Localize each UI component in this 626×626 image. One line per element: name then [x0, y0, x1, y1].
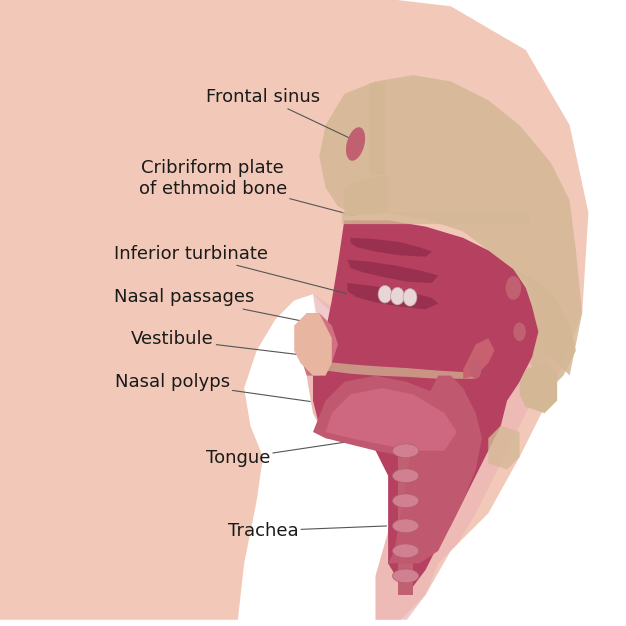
Ellipse shape: [505, 276, 521, 300]
Polygon shape: [520, 363, 557, 413]
Polygon shape: [347, 260, 438, 283]
Text: Nasal passages: Nasal passages: [115, 289, 328, 326]
Text: Nasal polyps: Nasal polyps: [115, 373, 310, 401]
Polygon shape: [369, 83, 385, 175]
Ellipse shape: [391, 287, 404, 305]
Ellipse shape: [393, 519, 419, 533]
Polygon shape: [488, 426, 520, 470]
Polygon shape: [398, 438, 413, 595]
Ellipse shape: [378, 285, 392, 303]
Polygon shape: [513, 269, 576, 388]
Polygon shape: [294, 313, 332, 376]
Polygon shape: [319, 75, 582, 376]
Ellipse shape: [470, 360, 481, 379]
Text: Vestibule: Vestibule: [131, 331, 304, 355]
Ellipse shape: [513, 322, 526, 341]
Ellipse shape: [393, 494, 419, 508]
Polygon shape: [326, 388, 457, 451]
Polygon shape: [347, 283, 438, 309]
Text: Inferior turbinate: Inferior turbinate: [114, 245, 347, 294]
Text: Frontal sinus: Frontal sinus: [206, 88, 353, 140]
Polygon shape: [463, 338, 495, 379]
Polygon shape: [388, 376, 482, 563]
Text: Cribriform plate
of ethmoid bone: Cribriform plate of ethmoid bone: [139, 159, 353, 215]
Polygon shape: [313, 376, 476, 463]
FancyBboxPatch shape: [342, 212, 529, 224]
Polygon shape: [0, 0, 588, 620]
Polygon shape: [313, 360, 476, 379]
Polygon shape: [307, 219, 551, 620]
Polygon shape: [300, 313, 338, 376]
Ellipse shape: [346, 127, 365, 161]
Ellipse shape: [393, 569, 419, 583]
Polygon shape: [351, 238, 432, 257]
Text: Trachea: Trachea: [228, 522, 387, 540]
Ellipse shape: [393, 469, 419, 483]
Ellipse shape: [393, 544, 419, 558]
Polygon shape: [344, 175, 388, 216]
Polygon shape: [313, 220, 538, 595]
Ellipse shape: [393, 444, 419, 458]
Ellipse shape: [403, 289, 417, 306]
Text: Tongue: Tongue: [206, 442, 348, 467]
